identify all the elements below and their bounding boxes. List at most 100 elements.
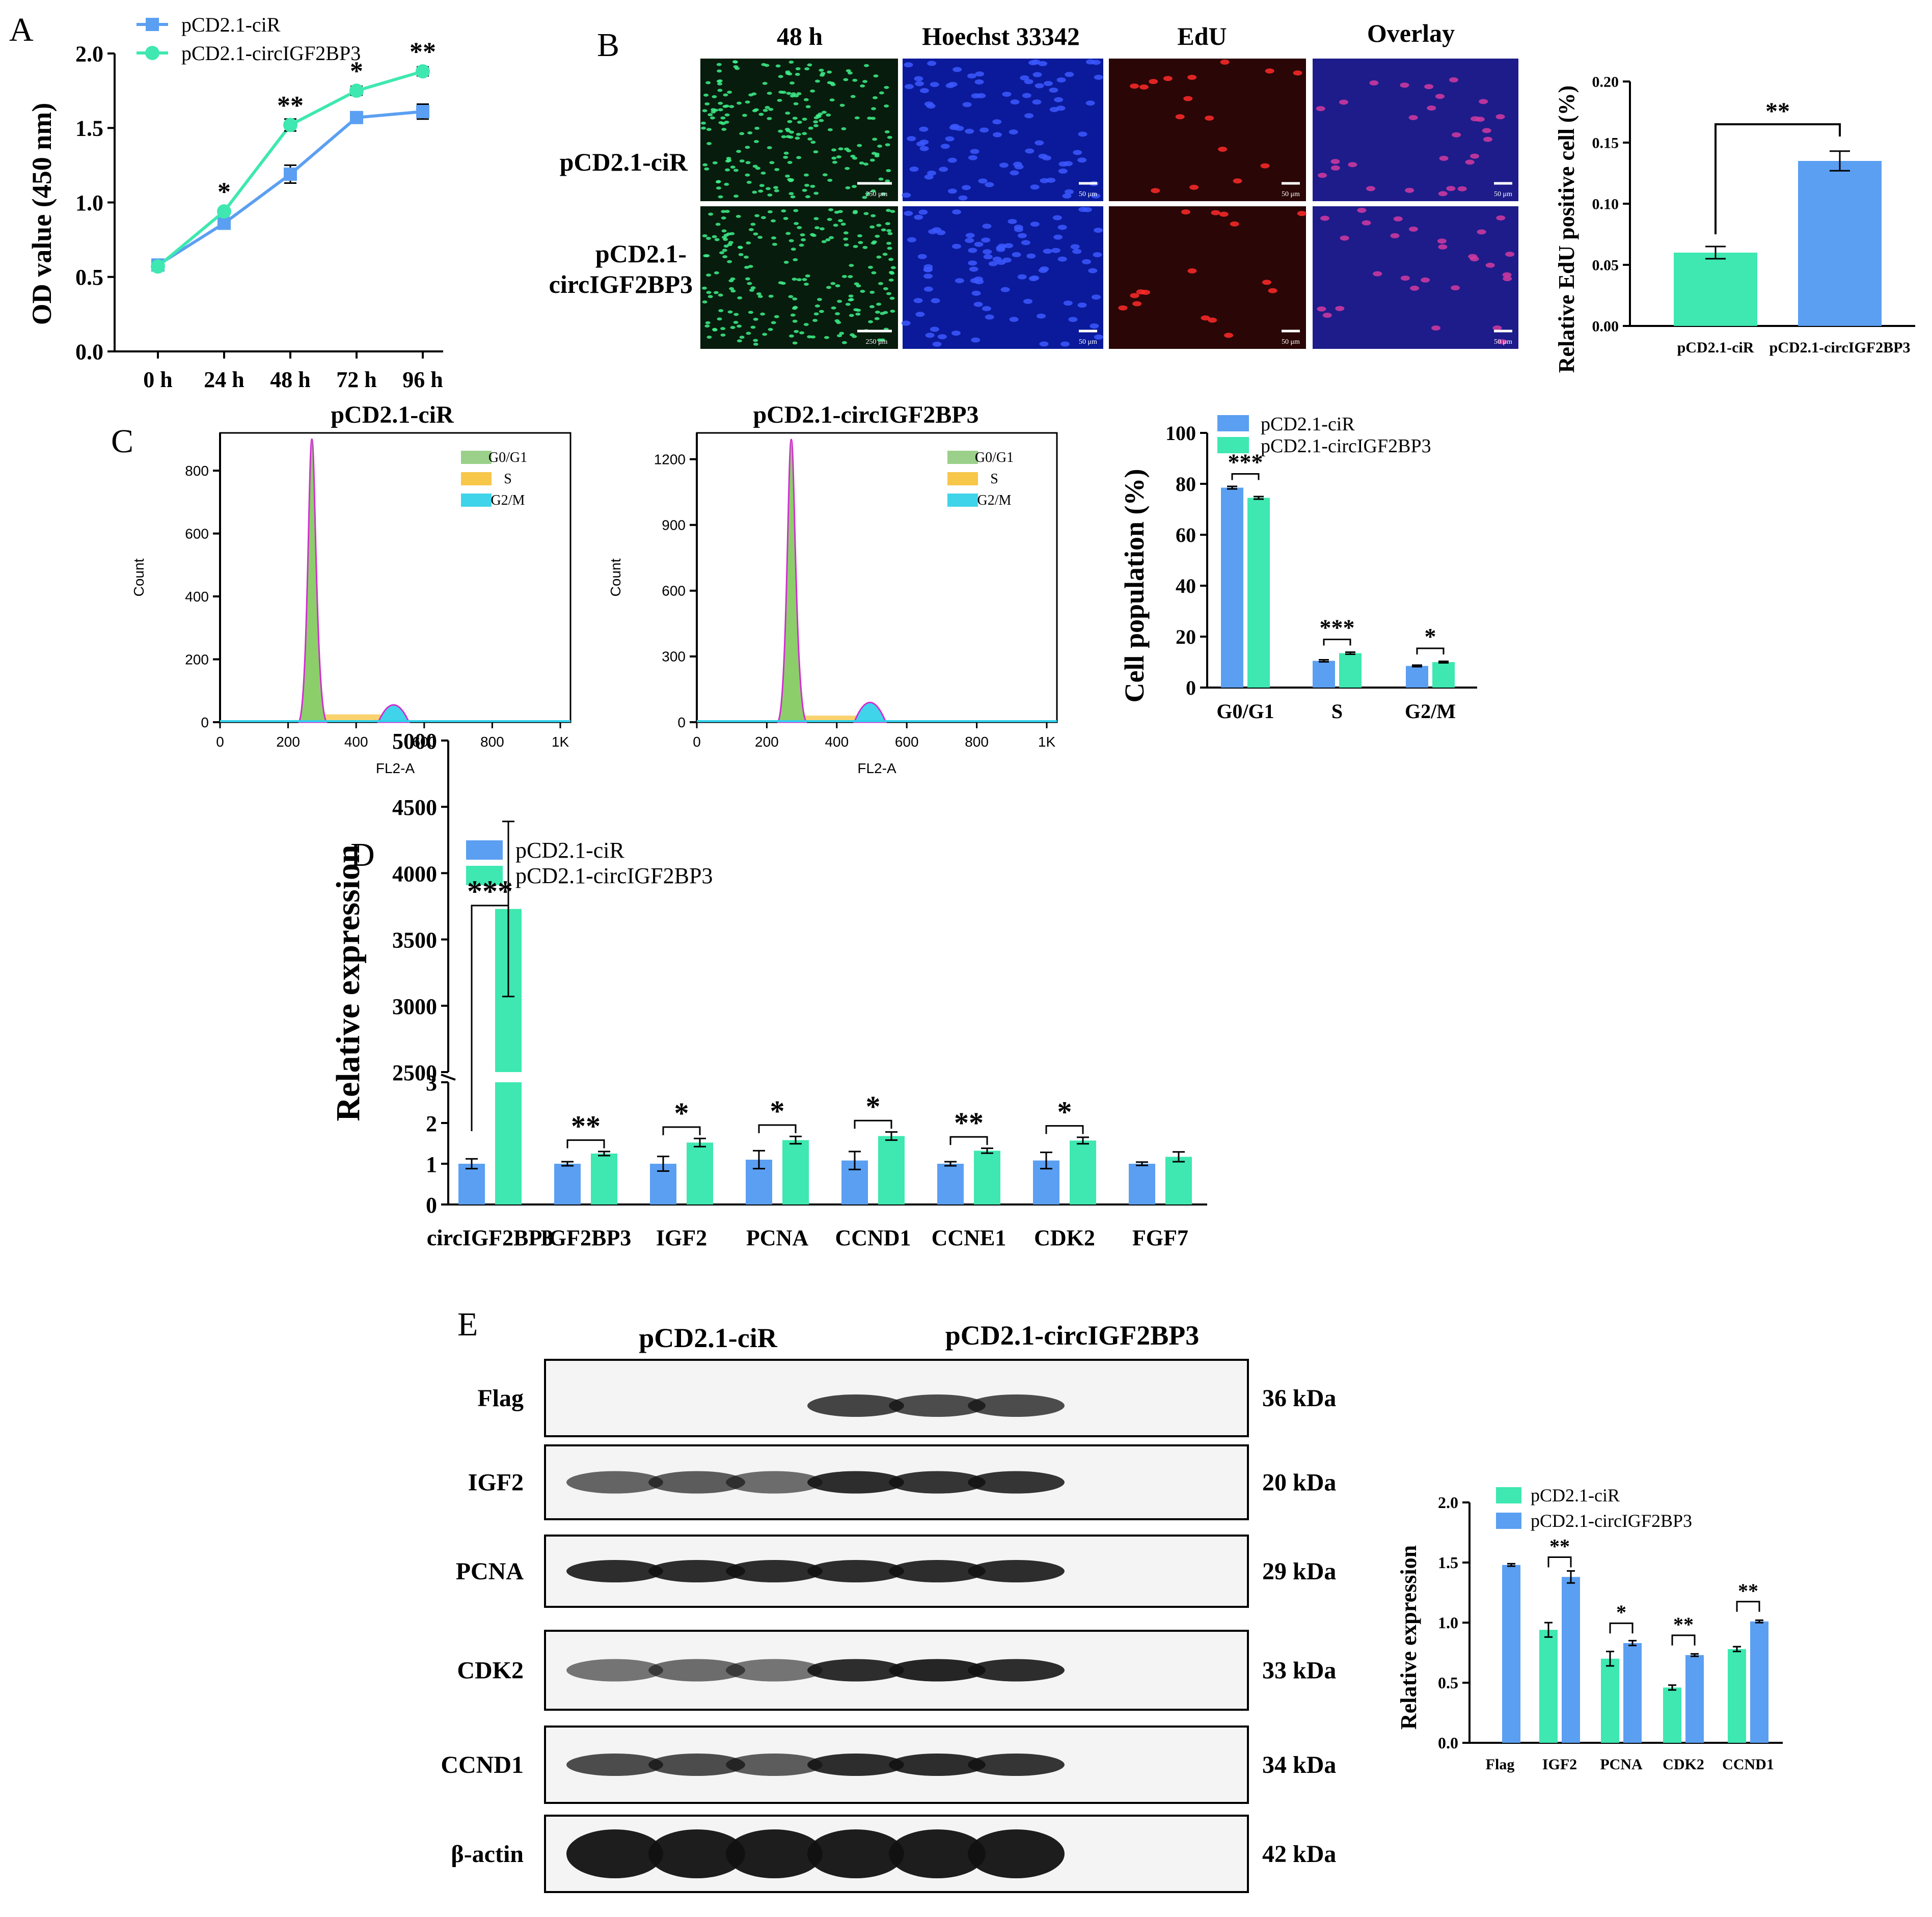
cell-dot bbox=[1024, 113, 1034, 119]
cell-dot bbox=[1163, 76, 1173, 81]
panel-d-y-tick-label: 1 bbox=[426, 1152, 437, 1177]
cell-dot bbox=[1060, 341, 1070, 347]
western-blot: Flag 36 kDa IGF2 20 kDa PCNA 29 kDa CDK2 33 kDa… bbox=[441, 1359, 1336, 1893]
significance-mark: * bbox=[217, 178, 231, 207]
cell-dot bbox=[724, 113, 730, 117]
panel-e: E pCD2.1-ciR pCD2.1-circIGF2BP3 Flag 36 k… bbox=[441, 1306, 1783, 1893]
cell-dot bbox=[788, 130, 794, 134]
cell-dot bbox=[992, 119, 1002, 125]
panel-d-x-tick-label: IGF2 bbox=[656, 1225, 707, 1250]
cell-dot bbox=[808, 126, 813, 130]
histogram-x-tick-label: 600 bbox=[412, 734, 436, 750]
histogram-y-tick-label: 1200 bbox=[654, 451, 686, 467]
cell-dot bbox=[872, 138, 878, 141]
blot-band bbox=[648, 1659, 745, 1682]
histogram-2: 0 300 600 900 1200 0 200 400 600 800 1K FL2-A Count G… bbox=[608, 432, 1058, 776]
cell-dot bbox=[996, 245, 1005, 251]
cell-dot bbox=[799, 331, 805, 335]
cell-dot bbox=[775, 64, 781, 68]
cell-dot bbox=[832, 160, 837, 164]
cell-dot bbox=[913, 298, 923, 304]
bar-ciR bbox=[1663, 1687, 1681, 1743]
histogram-y-tick-label: 200 bbox=[185, 651, 209, 667]
data-point-square bbox=[284, 167, 297, 181]
cell-dot bbox=[846, 69, 851, 72]
bar-ciR bbox=[1674, 253, 1757, 326]
panel-e-x-tick-label: CCND1 bbox=[1722, 1756, 1774, 1773]
cell-dot bbox=[785, 232, 791, 235]
significance-bracket-label: * bbox=[1616, 1601, 1626, 1624]
cell-dot bbox=[1187, 74, 1197, 80]
cell-dot bbox=[848, 275, 853, 279]
cell-dot bbox=[813, 191, 819, 195]
cell-dot bbox=[730, 166, 736, 169]
histogram-x-tick-label: 200 bbox=[755, 734, 779, 750]
legend-label-ciR: pCD2.1-ciR bbox=[1261, 414, 1355, 435]
cell-dot bbox=[748, 228, 754, 231]
cell-dot bbox=[1149, 79, 1158, 85]
cell-dot bbox=[1118, 305, 1128, 311]
legend-swatch-circ bbox=[1217, 437, 1249, 453]
significance-bracket-label: * bbox=[770, 1094, 785, 1128]
cell-dot bbox=[788, 295, 794, 298]
blot-band bbox=[566, 1560, 663, 1582]
cell-dot bbox=[1211, 210, 1220, 215]
cell-dot bbox=[733, 195, 739, 198]
cell-dot bbox=[1230, 221, 1239, 227]
cell-dot bbox=[837, 334, 842, 338]
cell-dot bbox=[718, 309, 724, 313]
cell-dot bbox=[965, 238, 974, 243]
cell-dot bbox=[704, 254, 710, 258]
panel-d-x-tick-label: CCNE1 bbox=[932, 1225, 1006, 1250]
cell-dot bbox=[744, 266, 749, 269]
cell-dot bbox=[1408, 115, 1418, 120]
cell-dot bbox=[864, 64, 869, 67]
cell-dot bbox=[771, 321, 776, 324]
blot-band bbox=[726, 1829, 823, 1878]
significance-bracket-label: ** bbox=[1673, 1613, 1694, 1636]
cell-dot bbox=[825, 238, 831, 241]
cell-dot bbox=[919, 88, 929, 93]
panel-b-y-tick-label: 0.15 bbox=[1592, 135, 1619, 152]
cell-dot bbox=[745, 146, 750, 149]
cell-dot bbox=[1064, 189, 1074, 195]
histogram-y-tick-label: 600 bbox=[662, 583, 686, 599]
cell-dot bbox=[843, 237, 849, 241]
cell-dot bbox=[807, 137, 813, 141]
significance-bracket bbox=[1323, 639, 1351, 646]
data-point-circle bbox=[151, 259, 165, 274]
cell-dot bbox=[1085, 100, 1095, 106]
cell-dot bbox=[919, 146, 929, 151]
cell-dot bbox=[1082, 259, 1092, 264]
cell-dot bbox=[813, 312, 819, 316]
cell-dot bbox=[793, 102, 799, 105]
cell-dot bbox=[830, 83, 836, 87]
histogram-xlabel: FL2-A bbox=[857, 760, 896, 776]
cell-dot bbox=[714, 238, 720, 241]
cell-dot bbox=[1183, 96, 1193, 101]
cell-dot bbox=[754, 126, 760, 130]
cell-dot bbox=[983, 249, 992, 255]
cell-dot bbox=[930, 326, 939, 332]
cell-dot bbox=[717, 82, 722, 86]
cell-dot bbox=[890, 210, 895, 213]
cell-dot bbox=[745, 161, 751, 165]
cell-dot bbox=[948, 81, 958, 87]
cell-dot bbox=[1465, 159, 1475, 165]
cell-dot bbox=[843, 243, 849, 247]
cell-dot bbox=[704, 102, 710, 106]
cell-dot bbox=[708, 113, 713, 117]
cell-dot bbox=[965, 233, 975, 238]
panel-d-x-tick-label: circIGF2BP3 bbox=[427, 1225, 553, 1250]
cell-dot bbox=[1405, 187, 1414, 193]
cell-dot bbox=[785, 135, 791, 139]
cell-dot bbox=[916, 141, 926, 147]
bar-circ-lower bbox=[495, 1082, 522, 1204]
cell-dot bbox=[1151, 188, 1160, 194]
cell-dot bbox=[810, 141, 816, 144]
panel-c-ylabel: Cell population (%) bbox=[1119, 469, 1150, 702]
cell-dot bbox=[883, 287, 888, 290]
cell-dot bbox=[706, 291, 712, 294]
panel-e-x-tick-label: CDK2 bbox=[1663, 1756, 1704, 1773]
bar-ciR bbox=[458, 1164, 485, 1204]
